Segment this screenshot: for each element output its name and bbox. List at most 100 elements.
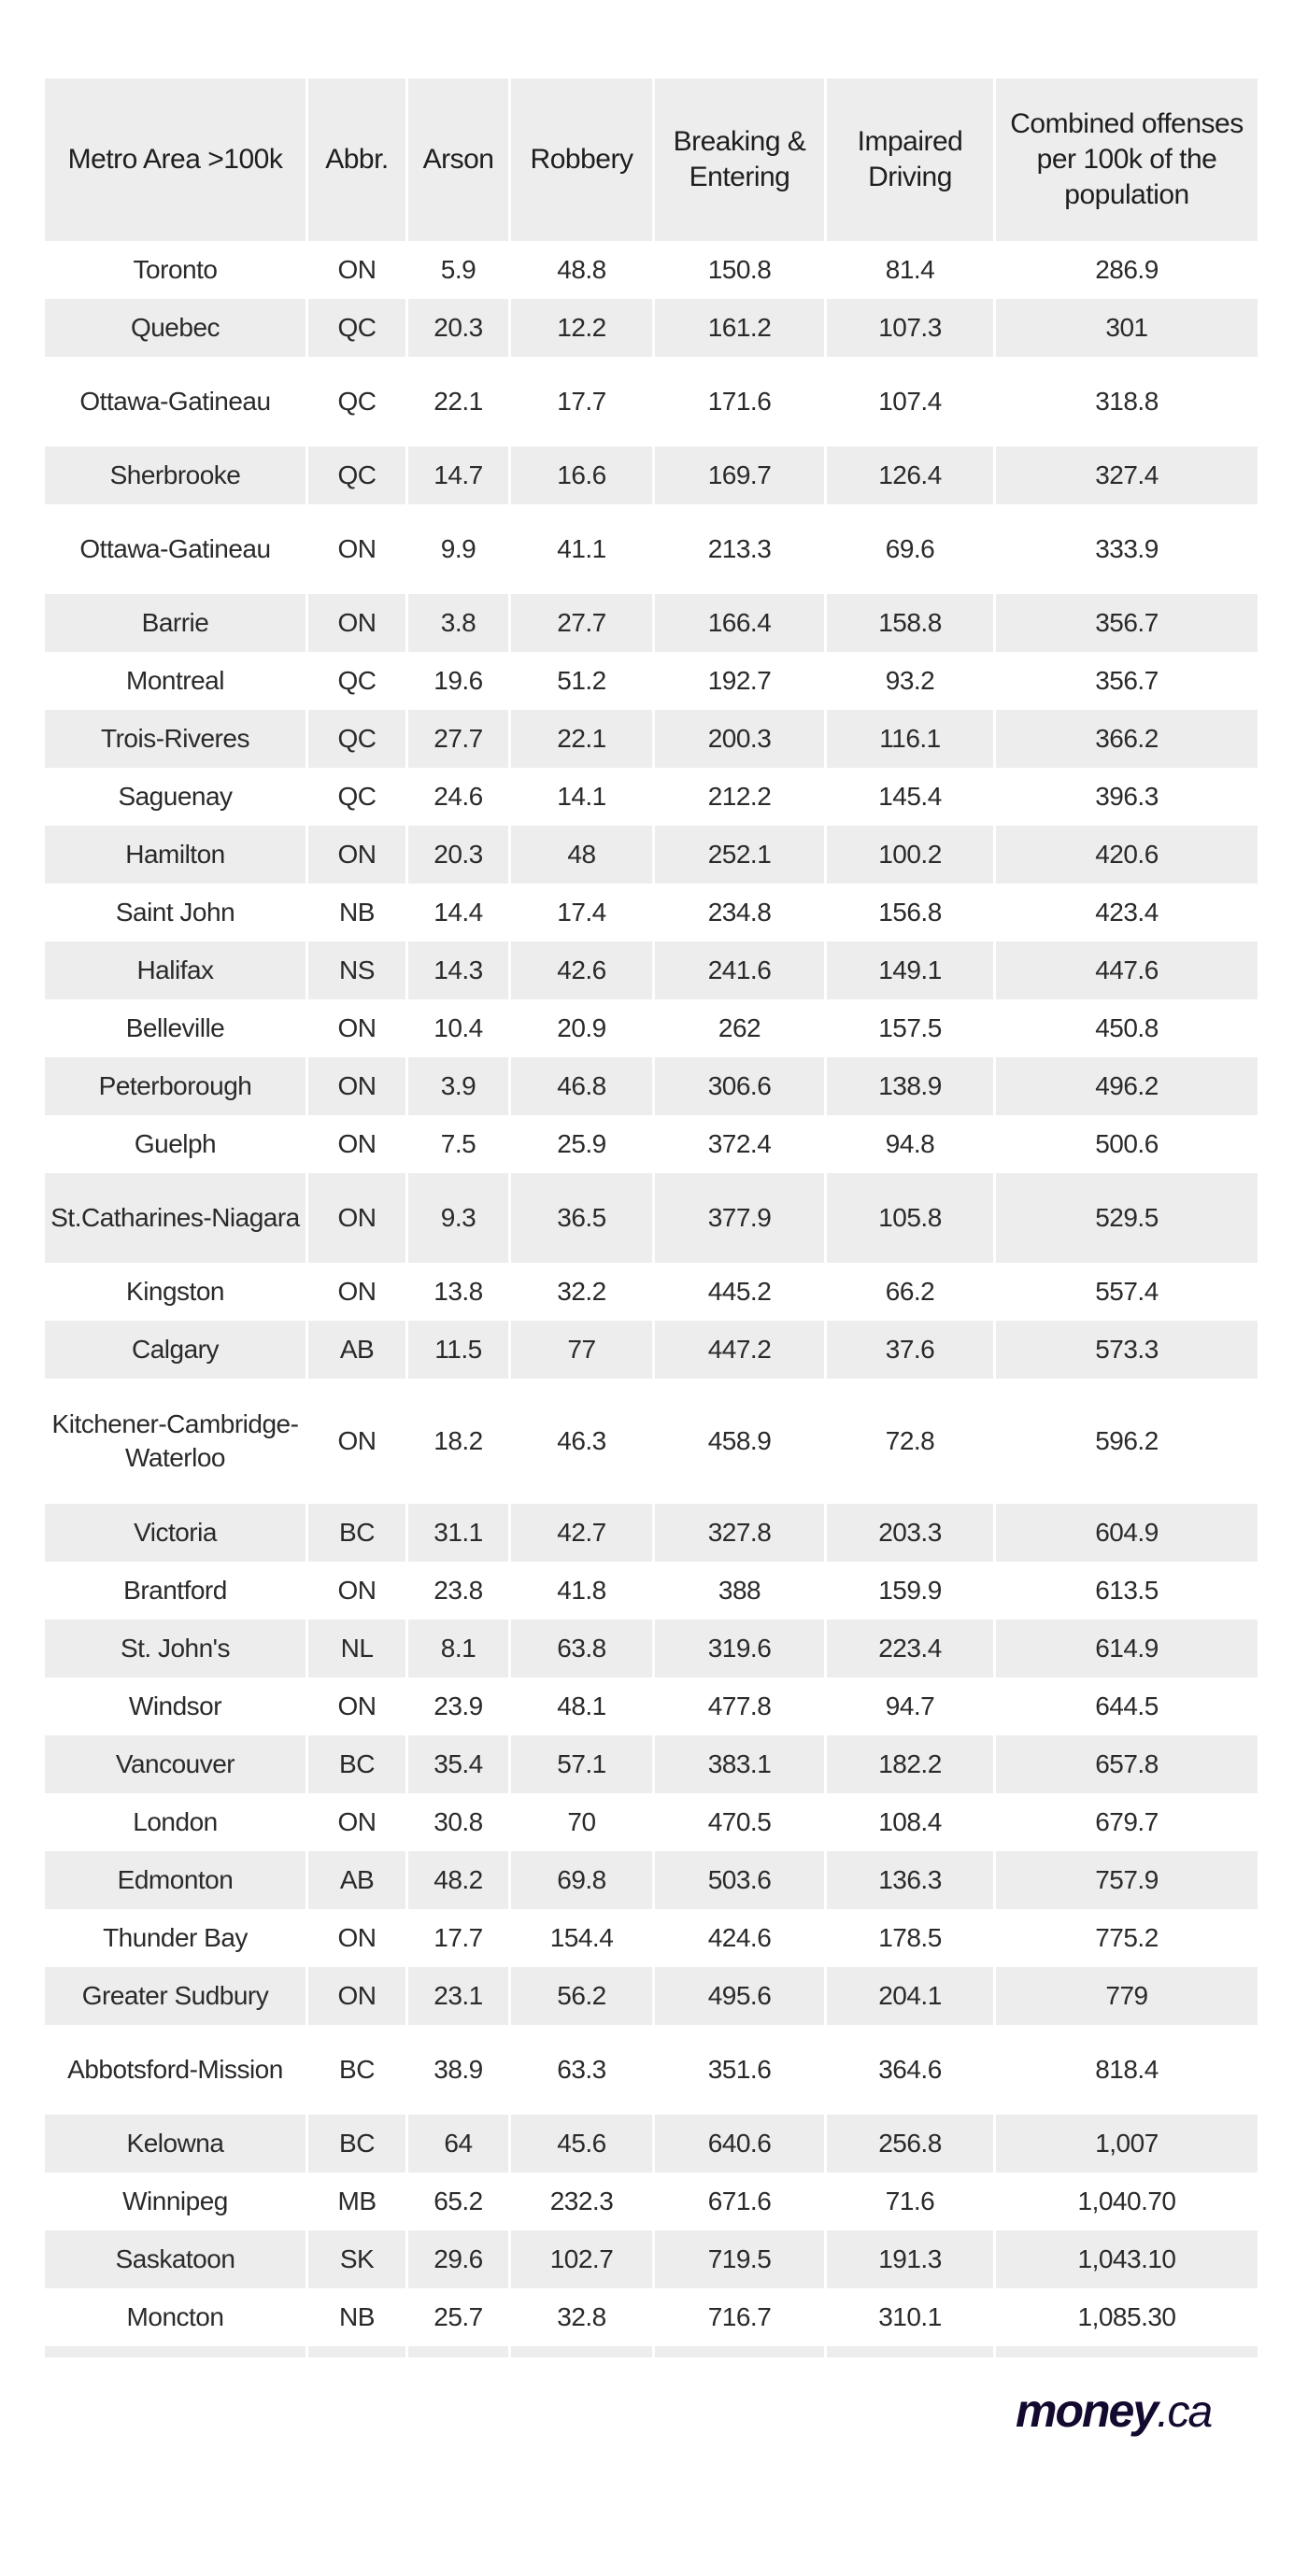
- cell-arson: 10.4: [408, 999, 511, 1057]
- cell-breaking-entering: 383.1: [655, 1735, 827, 1793]
- cell-metro-area: Brantford: [45, 1562, 308, 1620]
- cell-abbr: NL: [308, 1620, 408, 1677]
- cell-abbr: BC: [308, 1504, 408, 1562]
- cell-combined-offenses: 573.3: [996, 1321, 1258, 1379]
- table-row: Trois-Riveres QC 27.7 22.1 200.3 116.1 366.2: [45, 710, 1258, 768]
- cell-combined-offenses: 496.2: [996, 1057, 1258, 1115]
- cell-abbr: ON: [308, 241, 408, 299]
- cell-metro-area: Moncton: [45, 2288, 308, 2346]
- cell-breaking-entering: 161.2: [655, 299, 827, 357]
- cell-arson: 14.3: [408, 941, 511, 999]
- cell-abbr: QC: [308, 652, 408, 710]
- table-row: Ottawa-Gatineau ON 9.9 41.1 213.3 69.6 333.9: [45, 504, 1258, 594]
- table-row: Windsor ON 23.9 48.1 477.8 94.7 644.5: [45, 1677, 1258, 1735]
- cell-impaired-driving: 145.4: [827, 768, 996, 826]
- table-row: Brantford ON 23.8 41.8 388 159.9 613.5: [45, 1562, 1258, 1620]
- cell-abbr: ON: [308, 1562, 408, 1620]
- cell-abbr: BC: [308, 2025, 408, 2115]
- cell-combined-offenses: 775.2: [996, 1909, 1258, 1967]
- cell-abbr: ON: [308, 999, 408, 1057]
- cell-abbr: ON: [308, 1909, 408, 1967]
- cell-combined-offenses: 1,043.10: [996, 2230, 1258, 2288]
- cell-breaking-entering: 200.3: [655, 710, 827, 768]
- cell-breaking-entering: 372.4: [655, 1115, 827, 1173]
- cell-impaired-driving: 69.6: [827, 504, 996, 594]
- cell-robbery: 56.2: [511, 1967, 655, 2025]
- cell-impaired-driving: 37.6: [827, 1321, 996, 1379]
- cell-arson: 9.3: [408, 1173, 511, 1263]
- cell-abbr: BC: [308, 1735, 408, 1793]
- cell-robbery: 48: [511, 826, 655, 884]
- header-arson: Arson: [408, 78, 511, 241]
- cell-arson: 11.5: [408, 1321, 511, 1379]
- empty-cell: [827, 2346, 996, 2357]
- table-row: Kitchener-Cambridge-Waterloo ON 18.2 46.3 45…: [45, 1379, 1258, 1504]
- cell-impaired-driving: 72.8: [827, 1379, 996, 1504]
- crime-rate-table: Metro Area >100k Abbr. Arson Robbery Bre…: [45, 78, 1258, 2357]
- table-row: Victoria BC 31.1 42.7 327.8 203.3 604.9: [45, 1504, 1258, 1562]
- cell-impaired-driving: 191.3: [827, 2230, 996, 2288]
- cell-breaking-entering: 388: [655, 1562, 827, 1620]
- cell-breaking-entering: 319.6: [655, 1620, 827, 1677]
- cell-combined-offenses: 447.6: [996, 941, 1258, 999]
- cell-impaired-driving: 157.5: [827, 999, 996, 1057]
- cell-metro-area: Calgary: [45, 1321, 308, 1379]
- table-row: Saint John NB 14.4 17.4 234.8 156.8 423.4: [45, 884, 1258, 941]
- table-row: Toronto ON 5.9 48.8 150.8 81.4 286.9: [45, 241, 1258, 299]
- cell-arson: 24.6: [408, 768, 511, 826]
- header-abbr: Abbr.: [308, 78, 408, 241]
- cell-breaking-entering: 477.8: [655, 1677, 827, 1735]
- cell-metro-area: St. John's: [45, 1620, 308, 1677]
- cell-arson: 3.9: [408, 1057, 511, 1115]
- cell-metro-area: Ottawa-Gatineau: [45, 357, 308, 446]
- cell-robbery: 48.1: [511, 1677, 655, 1735]
- table-row: Sherbrooke QC 14.7 16.6 169.7 126.4 327.4: [45, 446, 1258, 504]
- cell-impaired-driving: 149.1: [827, 941, 996, 999]
- cell-robbery: 17.4: [511, 884, 655, 941]
- cell-combined-offenses: 318.8: [996, 357, 1258, 446]
- cell-combined-offenses: 557.4: [996, 1263, 1258, 1321]
- cell-arson: 35.4: [408, 1735, 511, 1793]
- cell-arson: 17.7: [408, 1909, 511, 1967]
- cell-metro-area: Guelph: [45, 1115, 308, 1173]
- cell-metro-area: Sherbrooke: [45, 446, 308, 504]
- logo-light-text: .ca: [1157, 2387, 1213, 2437]
- table-row: Saskatoon SK 29.6 102.7 719.5 191.3 1,043.10: [45, 2230, 1258, 2288]
- cell-impaired-driving: 256.8: [827, 2115, 996, 2173]
- cell-impaired-driving: 223.4: [827, 1620, 996, 1677]
- table-row: Vancouver BC 35.4 57.1 383.1 182.2 657.8: [45, 1735, 1258, 1793]
- logo-bold-text: money: [1016, 2385, 1159, 2437]
- cell-arson: 22.1: [408, 357, 511, 446]
- empty-cell: [408, 2346, 511, 2357]
- cell-robbery: 32.8: [511, 2288, 655, 2346]
- table-row: Belleville ON 10.4 20.9 262 157.5 450.8: [45, 999, 1258, 1057]
- table-row: Kelowna BC 64 45.6 640.6 256.8 1,007: [45, 2115, 1258, 2173]
- table-row: London ON 30.8 70 470.5 108.4 679.7: [45, 1793, 1258, 1851]
- header-metro-area: Metro Area >100k: [45, 78, 308, 241]
- cell-combined-offenses: 657.8: [996, 1735, 1258, 1793]
- cell-impaired-driving: 100.2: [827, 826, 996, 884]
- cell-breaking-entering: 192.7: [655, 652, 827, 710]
- cell-arson: 3.8: [408, 594, 511, 652]
- cell-breaking-entering: 166.4: [655, 594, 827, 652]
- cell-abbr: ON: [308, 1057, 408, 1115]
- empty-cell: [655, 2346, 827, 2357]
- cell-arson: 9.9: [408, 504, 511, 594]
- cell-arson: 20.3: [408, 826, 511, 884]
- cell-breaking-entering: 447.2: [655, 1321, 827, 1379]
- cell-abbr: ON: [308, 1379, 408, 1504]
- cell-robbery: 69.8: [511, 1851, 655, 1909]
- cell-arson: 8.1: [408, 1620, 511, 1677]
- cell-breaking-entering: 719.5: [655, 2230, 827, 2288]
- cell-robbery: 45.6: [511, 2115, 655, 2173]
- cell-combined-offenses: 818.4: [996, 2025, 1258, 2115]
- cell-robbery: 51.2: [511, 652, 655, 710]
- cell-breaking-entering: 671.6: [655, 2173, 827, 2230]
- cell-abbr: MB: [308, 2173, 408, 2230]
- cell-robbery: 20.9: [511, 999, 655, 1057]
- cell-abbr: ON: [308, 1115, 408, 1173]
- cell-robbery: 36.5: [511, 1173, 655, 1263]
- cell-metro-area: Greater Sudbury: [45, 1967, 308, 2025]
- header-combined-offenses: Combined offenses per 100k of the popula…: [996, 78, 1258, 241]
- cell-arson: 30.8: [408, 1793, 511, 1851]
